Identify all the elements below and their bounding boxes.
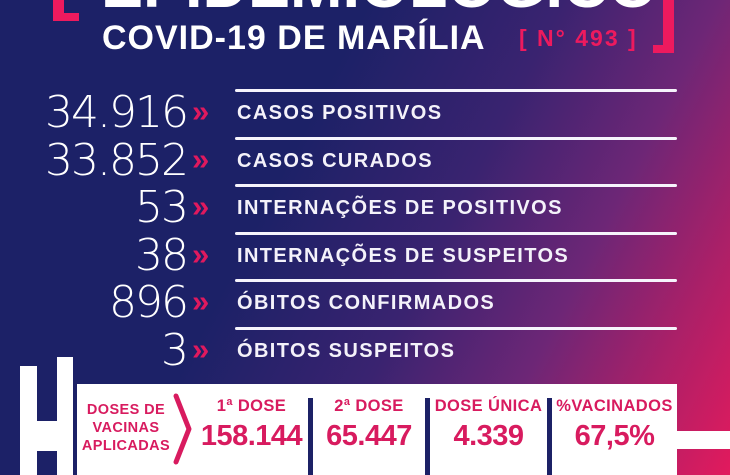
vaccine-doses-label: DOSES DE VACINAS APLICADAS bbox=[79, 401, 173, 455]
vaccine-col-percent-vaccinated: %VACINADOS 67,5% bbox=[552, 398, 677, 451]
left-bracket-icon bbox=[53, 0, 64, 21]
bulletin-title-cropped: EPIDEMIOLÓGICO bbox=[101, 0, 658, 18]
vaccine-doses-label-line: VACINAS bbox=[92, 420, 160, 436]
table-divider bbox=[308, 398, 313, 475]
stat-row: 3 » ÓBITOS SUSPEITOS bbox=[0, 324, 730, 376]
right-bracket-icon bbox=[653, 45, 674, 53]
vaccine-doses-label-line: APLICADAS bbox=[81, 438, 171, 454]
brace-icon bbox=[173, 393, 192, 465]
vaccine-col-value: 4.339 bbox=[453, 419, 524, 452]
stat-value: 896 bbox=[109, 277, 189, 328]
stat-label: CASOS POSITIVOS bbox=[237, 102, 443, 124]
stat-label: INTERNAÇÕES DE SUSPEITOS bbox=[237, 244, 570, 267]
stat-label: CASOS CURADOS bbox=[237, 149, 433, 172]
stat-row: 53 » INTERNAÇÕES DE POSITIVOS bbox=[0, 184, 730, 232]
vaccine-col-single-dose: DOSE ÚNICA 4.339 bbox=[430, 398, 547, 451]
double-chevron-icon: » bbox=[192, 236, 210, 272]
vaccine-col-header: 2ª DOSE bbox=[334, 397, 404, 415]
table-divider bbox=[547, 398, 552, 475]
stat-value: 53 bbox=[135, 182, 189, 233]
stat-value: 38 bbox=[135, 229, 189, 281]
double-chevron-icon: » bbox=[192, 188, 210, 224]
stat-label: INTERNAÇÕES DE POSITIVOS bbox=[237, 197, 563, 219]
stat-label: ÓBITOS CONFIRMADOS bbox=[237, 292, 496, 314]
stat-value: 3 bbox=[161, 324, 189, 376]
bulletin-subtitle: COVID-19 DE MARÍLIA bbox=[102, 19, 486, 57]
double-chevron-icon: » bbox=[192, 331, 210, 367]
vaccine-doses-label-line: DOSES DE bbox=[86, 402, 166, 418]
vaccine-col-header: DOSE ÚNICA bbox=[434, 397, 543, 415]
syringe-plunger-cap bbox=[20, 366, 37, 475]
stat-row: 34.916 » CASOS POSITIVOS bbox=[0, 89, 730, 137]
vaccine-col-value: 65.447 bbox=[326, 419, 412, 452]
vaccine-col-value: 158.144 bbox=[200, 419, 303, 452]
double-chevron-icon: » bbox=[192, 93, 210, 129]
syringe-needle bbox=[677, 431, 730, 449]
vaccine-col-header: %VACINADOS bbox=[556, 397, 673, 415]
stat-row: 38 » INTERNAÇÕES DE SUSPEITOS bbox=[0, 229, 730, 281]
vaccine-col-dose2: 2ª DOSE 65.447 bbox=[313, 398, 425, 451]
syringe-flange bbox=[57, 357, 73, 475]
vaccine-col-value: 67,5% bbox=[574, 419, 655, 452]
stat-value: 33.852 bbox=[45, 134, 189, 186]
vaccine-col-header: 1ª DOSE bbox=[216, 397, 287, 415]
syringe-plunger-rod bbox=[37, 421, 57, 451]
vaccine-col-dose1: 1ª DOSE 158.144 bbox=[195, 398, 308, 451]
stat-value: 34.916 bbox=[45, 87, 189, 138]
double-chevron-icon: » bbox=[192, 283, 210, 319]
right-bracket-icon bbox=[663, 0, 674, 53]
table-divider bbox=[425, 398, 430, 475]
double-chevron-icon: » bbox=[192, 141, 210, 177]
left-bracket-icon bbox=[53, 13, 79, 21]
stat-row: 33.852 » CASOS CURADOS bbox=[0, 134, 730, 186]
stat-label: ÓBITOS SUSPEITOS bbox=[237, 339, 456, 362]
edition-number: [ N° 493 ] bbox=[519, 25, 638, 51]
stat-row: 896 » ÓBITOS CONFIRMADOS bbox=[0, 279, 730, 327]
